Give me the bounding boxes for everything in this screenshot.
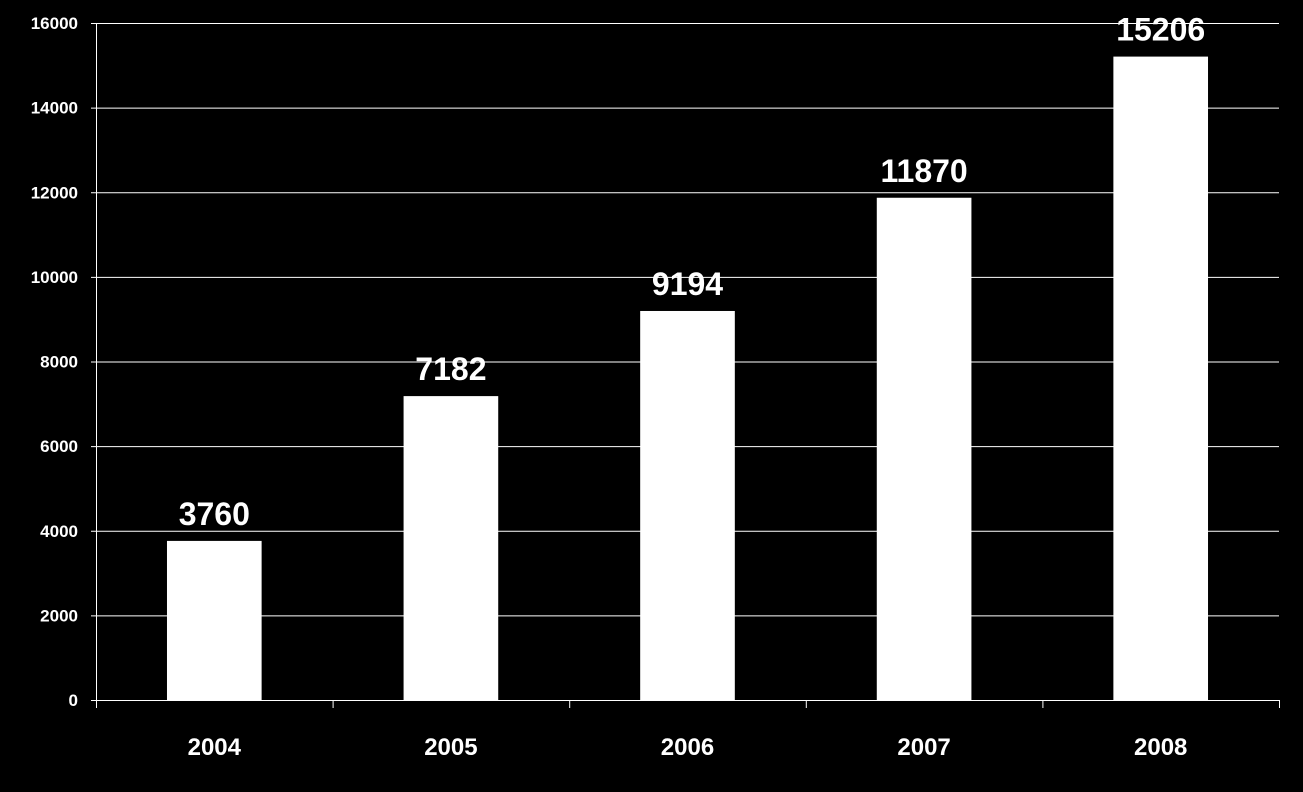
y-tick-label: 16000 <box>31 14 78 33</box>
y-tick-label: 8000 <box>40 353 78 372</box>
data-label-2008: 15206 <box>1116 12 1205 48</box>
y-tick-label: 2000 <box>40 606 78 625</box>
data-label-2007: 11870 <box>880 153 967 189</box>
bar-2006 <box>640 310 735 700</box>
axes <box>91 23 1280 708</box>
data-label-2004: 3760 <box>179 496 250 532</box>
bar-2005 <box>403 396 499 700</box>
bar-2007 <box>876 197 972 701</box>
bar-2004 <box>166 540 262 700</box>
data-labels: 3760 7182 9194 11870 15206 <box>179 12 1205 532</box>
y-tick-label: 4000 <box>40 522 78 541</box>
y-tick-label: 6000 <box>40 437 78 456</box>
x-tick-label-2006: 2006 <box>661 734 714 761</box>
y-tick-label: 12000 <box>31 183 78 202</box>
x-axis-tick-labels: 2004 2005 2006 2007 2008 <box>188 734 1188 761</box>
x-tick-label-2007: 2007 <box>897 734 950 761</box>
y-tick-label: 14000 <box>31 99 78 118</box>
data-label-2006: 9194 <box>652 266 723 302</box>
y-tick-label: 10000 <box>31 268 78 287</box>
x-tick-label-2008: 2008 <box>1134 734 1187 761</box>
data-label-2005: 7182 <box>415 351 486 387</box>
y-axis-tick-labels: 0 2000 4000 6000 8000 10000 12000 14000 16000 <box>31 14 78 710</box>
x-tick-label-2004: 2004 <box>188 734 242 761</box>
y-tick-label: 0 <box>69 691 78 710</box>
bar-2008 <box>1113 56 1209 700</box>
x-tick-label-2005: 2005 <box>424 734 477 761</box>
bars <box>166 56 1209 701</box>
